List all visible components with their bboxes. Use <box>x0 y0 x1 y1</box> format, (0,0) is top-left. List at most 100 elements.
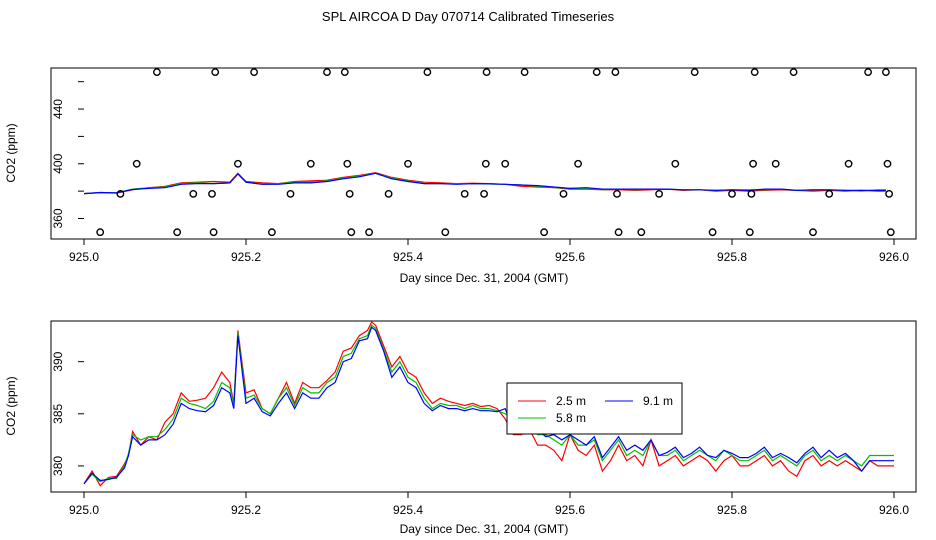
x-tick-label: 926.0 <box>879 250 909 264</box>
y-tick-label: 385 <box>51 403 65 423</box>
series-lines-top <box>83 172 886 195</box>
outlier-point <box>540 228 548 237</box>
outlier-point <box>611 68 620 77</box>
outlier-point <box>501 159 510 168</box>
outlier-point <box>559 189 568 198</box>
y-tick-label: 440 <box>51 99 65 119</box>
outlier-point <box>345 189 354 198</box>
legend-label-9-1m: 9.1 m <box>643 394 673 408</box>
panel-bottom: 925.0 925.2 925.4 925.6 925.8 926.0 380 385 390… <box>4 320 917 536</box>
x-tick-label: 925.2 <box>231 250 261 264</box>
outlier-point <box>592 68 601 77</box>
legend-box <box>506 382 683 435</box>
outlier-point <box>574 159 582 168</box>
outlier-point <box>882 68 890 77</box>
outlier-point <box>614 228 623 237</box>
legend-label-2-5m: 2.5 m <box>556 394 586 408</box>
x-tick-label: 925.4 <box>393 250 423 264</box>
x-axis-label-top: Day since Dec. 31, 2004 (GMT) <box>400 271 569 285</box>
outlier-point <box>116 189 125 198</box>
outlier-point <box>728 189 736 198</box>
outlier-point <box>460 189 469 198</box>
outlier-point <box>481 159 490 168</box>
outlier-point <box>655 189 663 198</box>
x-tick-label: 925.0 <box>69 250 99 264</box>
series-line-9-1-m-bottom <box>83 326 894 485</box>
panel-top: 925.0 925.2 925.4 925.6 925.8 926.0 360 400 440… <box>4 67 917 285</box>
outlier-point <box>883 159 892 168</box>
outlier-point <box>671 159 680 168</box>
outlier-point <box>441 228 450 237</box>
y-axis-top: 360 400 440 <box>51 81 84 228</box>
x-tick-label: 925.0 <box>69 503 99 517</box>
y-axis-label-bottom: CO2 (ppm) <box>4 376 18 435</box>
outlier-point <box>152 68 161 77</box>
outlier-point <box>747 189 756 198</box>
outlier-point <box>323 68 331 77</box>
x-axis-label-bottom: Day since Dec. 31, 2004 (GMT) <box>400 522 569 536</box>
outlier-point <box>480 189 488 198</box>
y-tick-label: 400 <box>51 153 65 173</box>
outlier-point <box>809 228 817 237</box>
x-tick-label: 925.8 <box>717 503 747 517</box>
outlier-point <box>340 68 349 77</box>
outlier-point <box>825 189 834 198</box>
series-line-5-8-m-bottom <box>83 324 894 485</box>
outlier-point <box>343 159 352 168</box>
x-tick-label: 925.4 <box>393 503 423 517</box>
outlier-point <box>306 159 315 168</box>
outlier-point <box>347 228 356 237</box>
outlier-point <box>404 159 412 168</box>
x-tick-label: 925.6 <box>555 503 585 517</box>
outlier-point <box>749 159 757 168</box>
outlier-point <box>211 68 220 77</box>
x-axis-top: 925.0 925.2 925.4 925.6 925.8 926.0 <box>69 239 909 264</box>
plot-frame-top <box>50 67 917 240</box>
outlier-point <box>690 68 699 77</box>
outlier-point <box>267 228 276 237</box>
outlier-point <box>132 159 141 168</box>
outlier-point <box>384 189 393 198</box>
outlier-point <box>482 68 491 77</box>
outlier-point <box>96 228 105 237</box>
legend-label-5-8m: 5.8 m <box>556 411 586 425</box>
outlier-point <box>286 189 295 198</box>
outlier-point <box>250 68 259 77</box>
x-axis-bottom: 925.0 925.2 925.4 925.6 925.8 926.0 <box>69 492 909 517</box>
series-lines-bottom <box>83 321 894 487</box>
x-tick-label: 925.2 <box>231 503 261 517</box>
outlier-point <box>365 228 373 237</box>
outlier-point <box>189 189 198 198</box>
outlier-point <box>750 68 759 77</box>
outlier-point <box>789 68 798 77</box>
outlier-point <box>771 159 780 168</box>
plot-frame-bottom <box>50 320 917 493</box>
outlier-point <box>885 189 893 198</box>
series-line-9-1-m-top <box>83 172 886 195</box>
outlier-point <box>208 189 216 198</box>
x-tick-label: 925.6 <box>555 250 585 264</box>
outlier-point <box>708 228 717 237</box>
outlier-markers <box>96 68 895 237</box>
outlier-point <box>233 159 242 168</box>
y-axis-label-top: CO2 (ppm) <box>4 123 18 182</box>
outlier-point <box>520 68 529 77</box>
outlier-point <box>637 228 646 237</box>
y-tick-label: 380 <box>51 456 65 476</box>
figure-title: SPL AIRCOA D Day 070714 Calibrated Times… <box>321 9 615 24</box>
outlier-point <box>745 228 754 237</box>
y-tick-label: 390 <box>51 351 65 371</box>
outlier-point <box>173 228 182 237</box>
x-tick-label: 925.8 <box>717 250 747 264</box>
outlier-point <box>209 228 218 237</box>
legend: 2.5 m 5.8 m 9.1 m <box>506 382 683 435</box>
x-tick-label: 926.0 <box>879 503 909 517</box>
outlier-point <box>613 189 621 198</box>
y-tick-label: 360 <box>51 208 65 228</box>
outlier-point <box>423 68 432 77</box>
y-axis-bottom: 380 385 390 <box>51 351 84 476</box>
series-line-2-5-m-bottom <box>83 321 894 487</box>
outlier-point <box>864 68 872 77</box>
outlier-point <box>886 228 895 237</box>
